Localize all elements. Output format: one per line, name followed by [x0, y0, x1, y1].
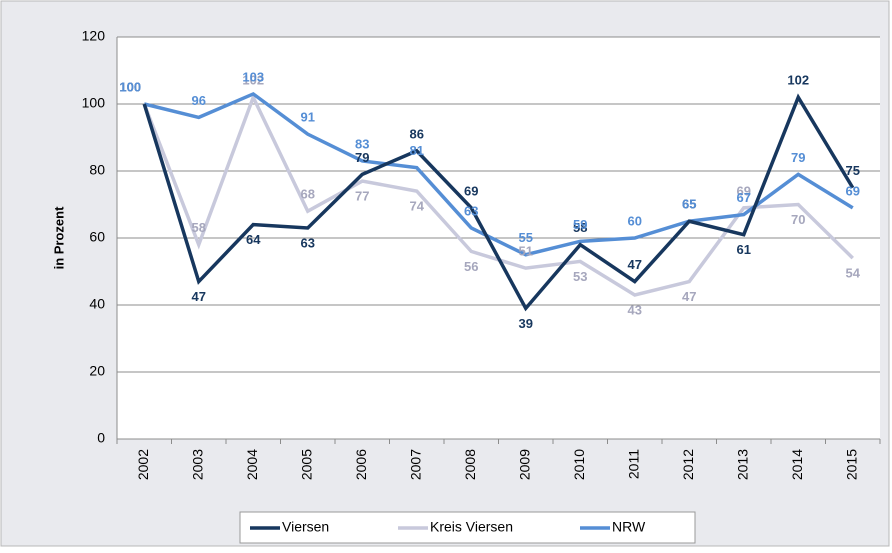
x-tick-label: 2010	[571, 449, 587, 480]
data-label: 54	[846, 266, 861, 281]
data-label: 64	[246, 232, 261, 247]
data-label: 75	[846, 163, 860, 178]
data-label: 100	[119, 79, 141, 94]
data-label: 60	[628, 213, 642, 228]
x-tick-label: 2004	[244, 449, 260, 480]
data-label: 102	[787, 73, 809, 88]
data-label: 69	[846, 183, 860, 198]
x-tick-label: 2013	[734, 449, 750, 480]
x-tick-label: 2009	[516, 449, 532, 480]
data-label: 61	[737, 242, 751, 257]
legend-label: Kreis Viersen	[430, 519, 513, 535]
x-tick-label: 2008	[462, 449, 478, 480]
data-label: 67	[737, 190, 751, 205]
data-label: 58	[573, 220, 587, 235]
data-label: 74	[410, 199, 425, 214]
x-tick-label: 2003	[189, 449, 205, 480]
series-line	[143, 91, 854, 257]
data-label: 59	[573, 217, 587, 232]
x-tick-label: 2015	[843, 449, 859, 480]
y-tick-label: 60	[89, 229, 105, 245]
data-label: 43	[628, 302, 642, 317]
data-label: 96	[192, 93, 206, 108]
y-tick-label: 20	[89, 363, 105, 379]
data-label: 58	[192, 220, 206, 235]
data-label: 103	[242, 69, 264, 84]
data-label: 51	[519, 244, 533, 259]
data-label: 65	[682, 197, 696, 212]
data-label: 53	[573, 269, 587, 284]
data-label: 79	[355, 150, 369, 165]
data-label: 63	[464, 203, 478, 218]
data-label: 47	[628, 257, 642, 272]
x-tick-label: 2006	[353, 449, 369, 480]
data-label: 65	[682, 197, 696, 212]
y-tick-label: 100	[82, 95, 106, 111]
data-label: 39	[519, 316, 533, 331]
legend-label: NRW	[612, 519, 646, 535]
y-tick-label: 0	[97, 430, 105, 446]
data-label: 68	[301, 187, 315, 202]
data-label: 91	[301, 110, 315, 125]
x-tick-label: 2014	[789, 449, 805, 480]
data-label: 56	[464, 259, 478, 274]
y-tick-label: 80	[89, 162, 105, 178]
series-line	[142, 93, 855, 312]
data-label: 81	[410, 143, 424, 158]
data-label: 83	[355, 136, 369, 151]
data-label: 69	[737, 183, 751, 198]
data-label: 47	[192, 289, 206, 304]
data-label: 69	[464, 183, 478, 198]
data-label: 79	[791, 150, 805, 165]
data-label: 47	[682, 289, 696, 304]
y-tick-label: 120	[82, 28, 106, 44]
y-axis-label: in Prozent	[51, 206, 66, 270]
data-label: 102	[242, 73, 264, 88]
data-label: 77	[355, 188, 369, 203]
data-label: 70	[791, 212, 805, 227]
data-label: 86	[410, 126, 424, 141]
x-tick-label: 2011	[625, 449, 641, 479]
legend-label: Viersen	[282, 519, 329, 535]
x-tick-label: 2007	[407, 449, 423, 480]
data-label: 63	[301, 235, 315, 250]
x-tick-label: 2002	[135, 449, 151, 480]
data-label: 100	[119, 79, 141, 94]
x-tick-label: 2012	[680, 449, 696, 480]
data-label: 100	[119, 79, 141, 94]
y-tick-label: 40	[89, 296, 105, 312]
legend	[239, 511, 696, 544]
data-label: 55	[519, 230, 533, 245]
x-tick-label: 2005	[298, 449, 314, 480]
